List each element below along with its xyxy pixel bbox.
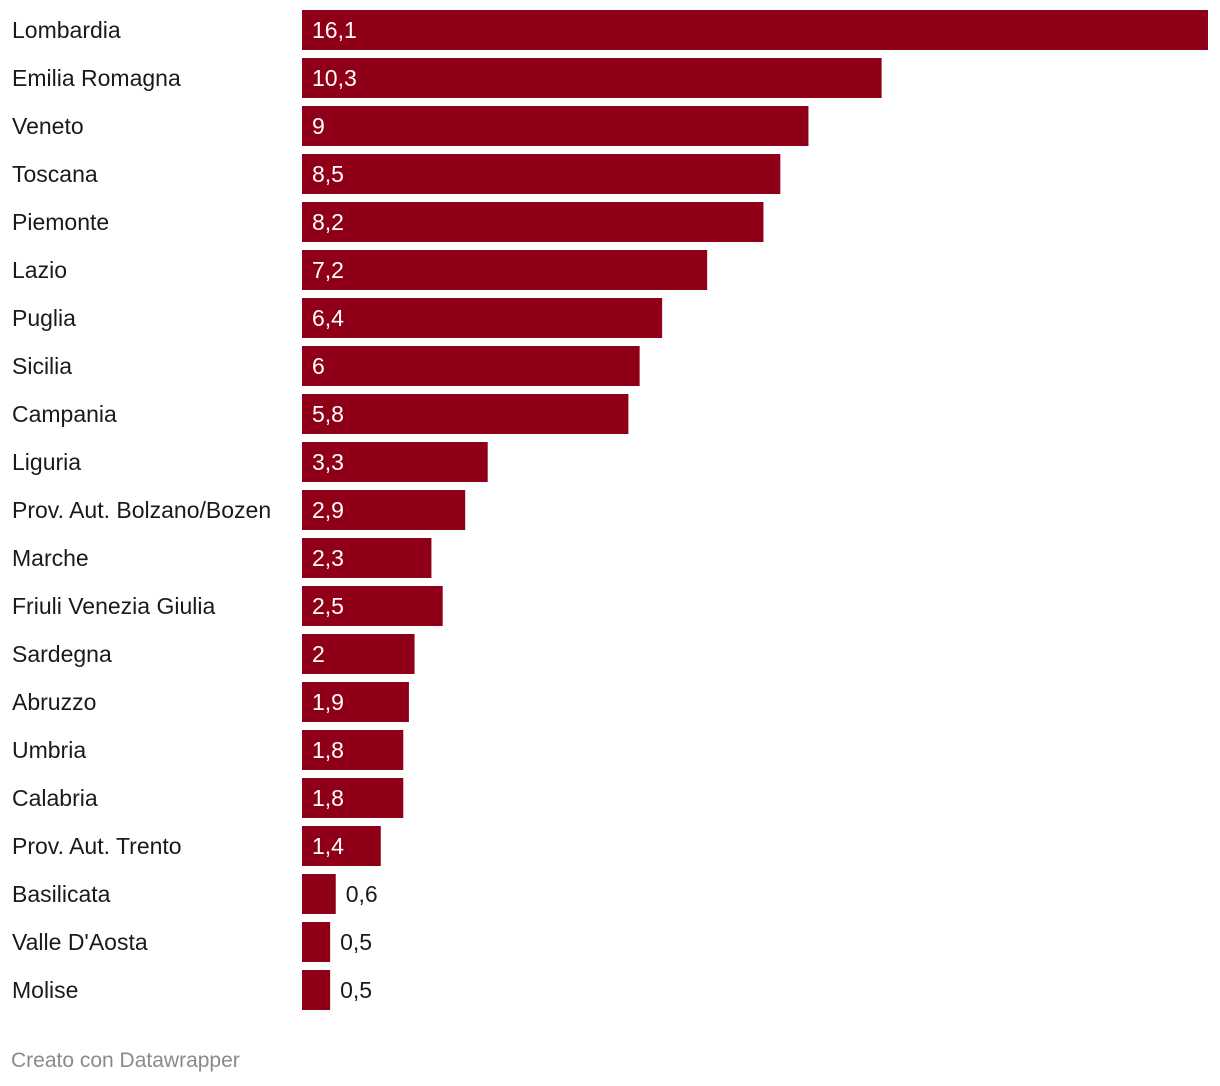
bar-row: Prov. Aut. Bolzano/Bozen 2,9 xyxy=(12,490,466,530)
bar xyxy=(302,106,809,146)
bar xyxy=(302,682,409,722)
bar xyxy=(302,778,404,818)
category-label: Puglia xyxy=(12,305,76,331)
value-label: 6,4 xyxy=(312,305,344,331)
bar xyxy=(302,298,663,338)
bar xyxy=(302,154,781,194)
value-label: 16,1 xyxy=(312,17,357,43)
bar-row: Emilia Romagna 10,3 xyxy=(12,58,882,98)
category-label: Calabria xyxy=(12,785,98,811)
bar-row: Marche 2,3 xyxy=(12,538,432,578)
value-label: 9 xyxy=(312,113,325,139)
category-label: Sardegna xyxy=(12,641,112,667)
category-label: Prov. Aut. Bolzano/Bozen xyxy=(12,497,271,523)
value-label: 0,5 xyxy=(340,977,372,1003)
bar xyxy=(302,730,404,770)
value-label: 2 xyxy=(312,641,325,667)
bar xyxy=(302,970,331,1010)
bar xyxy=(302,442,488,482)
category-label: Piemonte xyxy=(12,209,109,235)
bar-row: Liguria 3,3 xyxy=(12,442,488,482)
category-label: Abruzzo xyxy=(12,689,96,715)
bar-row: Molise 0,5 xyxy=(12,970,372,1010)
bar-row: Friuli Venezia Giulia 2,5 xyxy=(12,586,443,626)
category-label: Molise xyxy=(12,977,78,1003)
category-label: Emilia Romagna xyxy=(12,65,181,91)
bar-row: Abruzzo 1,9 xyxy=(12,682,409,722)
bar-row: Sardegna 2 xyxy=(12,634,415,674)
bar-row: Campania 5,8 xyxy=(12,394,629,434)
bar-row: Prov. Aut. Trento 1,4 xyxy=(12,826,381,866)
bar xyxy=(302,202,764,242)
category-label: Veneto xyxy=(12,113,84,139)
bar-row: Piemonte 8,2 xyxy=(12,202,764,242)
bar-row: Toscana 8,5 xyxy=(12,154,781,194)
value-label: 1,8 xyxy=(312,737,344,763)
category-label: Lazio xyxy=(12,257,67,283)
bar-row: Puglia 6,4 xyxy=(12,298,663,338)
value-label: 2,3 xyxy=(312,545,344,571)
bar xyxy=(302,874,336,914)
value-label: 5,8 xyxy=(312,401,344,427)
bar-row: Lazio 7,2 xyxy=(12,250,708,290)
category-label: Toscana xyxy=(12,161,98,187)
bar-row: Basilicata 0,6 xyxy=(12,874,378,914)
category-label: Liguria xyxy=(12,449,81,475)
category-label: Sicilia xyxy=(12,353,72,379)
value-label: 1,9 xyxy=(312,689,344,715)
value-label: 10,3 xyxy=(312,65,357,91)
category-label: Friuli Venezia Giulia xyxy=(12,593,215,619)
bar xyxy=(302,394,629,434)
value-label: 0,5 xyxy=(340,929,372,955)
bar-row: Veneto 9 xyxy=(12,106,809,146)
category-label: Umbria xyxy=(12,737,86,763)
category-label: Basilicata xyxy=(12,881,111,907)
bar xyxy=(302,490,466,530)
value-label: 7,2 xyxy=(312,257,344,283)
bar xyxy=(302,250,708,290)
value-label: 1,8 xyxy=(312,785,344,811)
value-label: 1,4 xyxy=(312,833,344,859)
value-label: 8,5 xyxy=(312,161,344,187)
bar xyxy=(302,538,432,578)
bar xyxy=(302,922,331,962)
value-label: 6 xyxy=(312,353,325,379)
bar-chart: Lombardia 16,1 Emilia Romagna 10,3 Veneto 9 To… xyxy=(12,10,1208,1010)
value-label: 0,6 xyxy=(346,881,378,907)
bar-row: Calabria 1,8 xyxy=(12,778,404,818)
bar xyxy=(302,346,640,386)
value-label: 8,2 xyxy=(312,209,344,235)
bar xyxy=(302,58,882,98)
bar-row: Valle D'Aosta 0,5 xyxy=(12,922,372,962)
value-label: 3,3 xyxy=(312,449,344,475)
category-label: Marche xyxy=(12,545,89,571)
category-label: Campania xyxy=(12,401,117,427)
bar-row: Lombardia 16,1 xyxy=(12,10,1208,50)
bar-row: Umbria 1,8 xyxy=(12,730,404,770)
bar-row: Sicilia 6 xyxy=(12,346,640,386)
category-label: Lombardia xyxy=(12,17,121,43)
bar xyxy=(302,826,381,866)
bar xyxy=(302,634,415,674)
category-label: Prov. Aut. Trento xyxy=(12,833,182,859)
bar xyxy=(302,586,443,626)
category-label: Valle D'Aosta xyxy=(12,929,148,955)
value-label: 2,5 xyxy=(312,593,344,619)
bar xyxy=(302,10,1208,50)
value-label: 2,9 xyxy=(312,497,344,523)
credit-footer: Creato con Datawrapper xyxy=(11,1049,240,1072)
